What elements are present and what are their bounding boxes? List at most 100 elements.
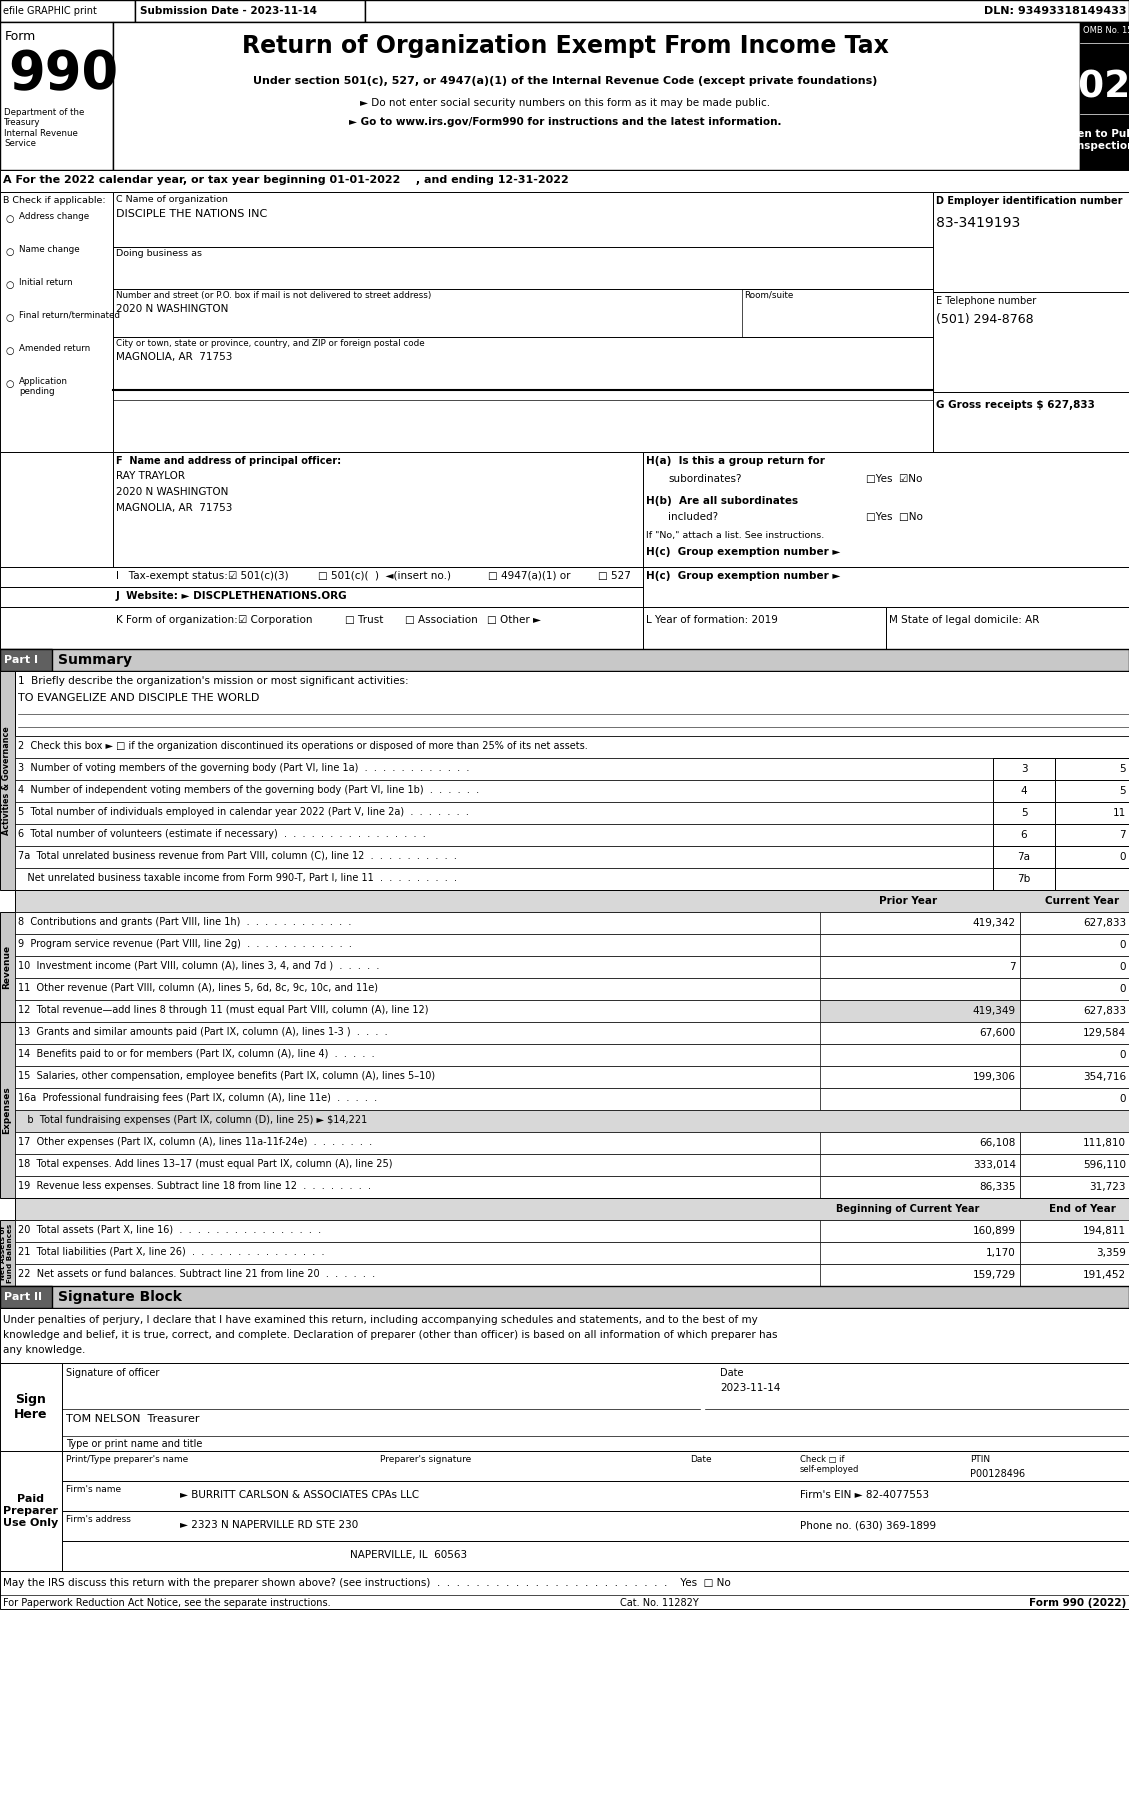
Text: ○: ○ [5,379,14,388]
Text: 194,811: 194,811 [1083,1226,1126,1235]
Bar [15,912,1129,934]
Text: Firm's EIN ► 82-4077553: Firm's EIN ► 82-4077553 [800,1489,929,1500]
Bar [0,1362,62,1451]
Bar [994,869,1054,891]
Bar [15,1110,1129,1132]
Text: 0: 0 [1120,1050,1126,1059]
Text: Date: Date [690,1455,711,1464]
Text: RAY TRAYLOR: RAY TRAYLOR [116,472,185,481]
Bar [0,1451,62,1571]
Bar [62,1511,1129,1542]
Bar [820,1243,1019,1264]
Text: 627,833: 627,833 [1083,1007,1126,1016]
Text: 7: 7 [1009,961,1016,972]
Bar [1019,1154,1129,1175]
Text: PTIN: PTIN [970,1455,990,1464]
Text: ○: ○ [5,346,14,356]
Text: 129,584: 129,584 [1083,1029,1126,1038]
Bar [1054,845,1129,869]
Bar [62,1480,1129,1511]
Bar [0,1308,1129,1362]
Bar [0,1571,1129,1609]
Text: ○: ○ [5,247,14,258]
Text: Firm's address: Firm's address [65,1515,131,1524]
Text: □ 501(c)(  )  ◄(insert no.): □ 501(c)( ) ◄(insert no.) [318,571,450,580]
Bar [820,1154,1019,1175]
Text: b  Total fundraising expenses (Part IX, column (D), line 25) ► $14,221: b Total fundraising expenses (Part IX, c… [18,1116,367,1125]
Text: Activities & Governance: Activities & Governance [2,726,11,834]
Text: Form: Form [5,31,36,44]
Text: 7b: 7b [1017,874,1031,883]
Bar [62,1362,1129,1451]
Text: 0: 0 [1120,853,1126,862]
Bar [15,1021,1129,1045]
Text: End of Year: End of Year [1049,1204,1115,1214]
Text: □Yes  ☑No: □Yes ☑No [866,473,922,484]
Text: Signature of officer: Signature of officer [65,1368,159,1379]
Text: 333,014: 333,014 [973,1159,1016,1170]
Text: A For the 2022 calendar year, or tax year beginning 01-01-2022    , and ending 1: A For the 2022 calendar year, or tax yea… [3,174,569,185]
Text: Phone no. (630) 369-1899: Phone no. (630) 369-1899 [800,1520,936,1529]
Text: ☑ Corporation: ☑ Corporation [238,615,313,626]
Bar [0,452,1129,568]
Text: Return of Organization Exempt From Income Tax: Return of Organization Exempt From Incom… [242,34,889,58]
Text: 8  Contributions and grants (Part VIII, line 1h)  .  .  .  .  .  .  .  .  .  .  : 8 Contributions and grants (Part VIII, l… [18,918,351,927]
Bar [1019,1045,1129,1067]
Bar [644,452,1129,568]
Text: 3,359: 3,359 [1096,1248,1126,1257]
Text: May the IRS discuss this return with the preparer shown above? (see instructions: May the IRS discuss this return with the… [3,1578,730,1587]
Bar [0,671,15,891]
Text: DLN: 93493318149433: DLN: 93493318149433 [983,5,1126,16]
Text: Prior Year: Prior Year [879,896,937,905]
Text: 199,306: 199,306 [973,1072,1016,1081]
Text: 0: 0 [1120,1094,1126,1105]
Text: 6  Total number of volunteers (estimate if necessary)  .  .  .  .  .  .  .  .  .: 6 Total number of volunteers (estimate i… [18,829,426,840]
Text: Check □ if
self-employed: Check □ if self-employed [800,1455,859,1475]
Bar [1019,956,1129,978]
Text: 7a  Total unrelated business revenue from Part VIII, column (C), line 12  .  .  : 7a Total unrelated business revenue from… [18,851,457,862]
Text: K Form of organization:: K Form of organization: [116,615,238,626]
Bar [15,1067,1129,1088]
Text: Name change: Name change [19,245,80,254]
Text: Department of the
Treasury
Internal Revenue
Service: Department of the Treasury Internal Reve… [5,109,85,149]
Bar [933,392,1129,452]
Text: H(b)  Are all subordinates: H(b) Are all subordinates [646,495,798,506]
Text: 15  Salaries, other compensation, employee benefits (Part IX, column (A), lines : 15 Salaries, other compensation, employe… [18,1070,435,1081]
Bar [113,452,644,568]
Text: □ 527: □ 527 [598,571,631,580]
Text: 10  Investment income (Part VIII, column (A), lines 3, 4, and 7d )  .  .  .  .  : 10 Investment income (Part VIII, column … [18,961,379,970]
Bar [820,934,1019,956]
Bar [1054,802,1129,824]
Bar [933,192,1129,292]
Bar [15,978,1129,1000]
Bar [15,1197,1129,1221]
Text: Room/suite: Room/suite [744,290,794,299]
Text: NAPERVILLE, IL  60563: NAPERVILLE, IL 60563 [350,1549,467,1560]
Text: 160,899: 160,899 [973,1226,1016,1235]
Text: 111,810: 111,810 [1083,1137,1126,1148]
Bar [0,912,15,1021]
Text: 990: 990 [8,47,119,100]
Text: 7a: 7a [1017,853,1031,862]
Bar [1019,1067,1129,1088]
Text: 22  Net assets or fund balances. Subtract line 21 from line 20  .  .  .  .  .  .: 22 Net assets or fund balances. Subtract… [18,1270,375,1279]
Text: subordinates?: subordinates? [668,473,742,484]
Bar [1019,934,1129,956]
Bar [113,192,933,452]
Bar [135,0,365,22]
Text: Paid
Preparer
Use Only: Paid Preparer Use Only [3,1495,59,1527]
Text: MAGNOLIA, AR  71753: MAGNOLIA, AR 71753 [116,352,233,363]
Bar [62,1542,1129,1571]
Text: 12  Total revenue—add lines 8 through 11 (must equal Part VIII, column (A), line: 12 Total revenue—add lines 8 through 11 … [18,1005,429,1016]
Text: Type or print name and title: Type or print name and title [65,1439,202,1449]
Text: 354,716: 354,716 [1083,1072,1126,1081]
Text: 14  Benefits paid to or for members (Part IX, column (A), line 4)  .  .  .  .  .: 14 Benefits paid to or for members (Part… [18,1048,375,1059]
Bar [994,845,1054,869]
Bar [15,1175,1129,1197]
Text: L Year of formation: 2019: L Year of formation: 2019 [646,615,778,626]
Bar [1019,978,1129,1000]
Bar [820,1021,1019,1045]
Text: efile GRAPHIC print: efile GRAPHIC print [3,5,97,16]
Bar [933,292,1129,392]
Text: Revenue: Revenue [2,945,11,989]
